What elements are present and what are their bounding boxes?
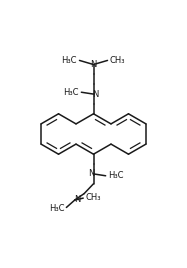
Text: H₃C: H₃C — [108, 172, 124, 180]
Text: CH₃: CH₃ — [109, 56, 125, 65]
Text: CH₃: CH₃ — [85, 193, 101, 202]
Text: H₃C: H₃C — [61, 56, 77, 65]
Text: H₃C: H₃C — [63, 88, 79, 96]
Text: N: N — [74, 195, 80, 204]
Text: N: N — [90, 60, 97, 69]
Text: N: N — [93, 90, 99, 99]
Text: H₃C: H₃C — [49, 204, 65, 213]
Text: N: N — [88, 169, 94, 178]
